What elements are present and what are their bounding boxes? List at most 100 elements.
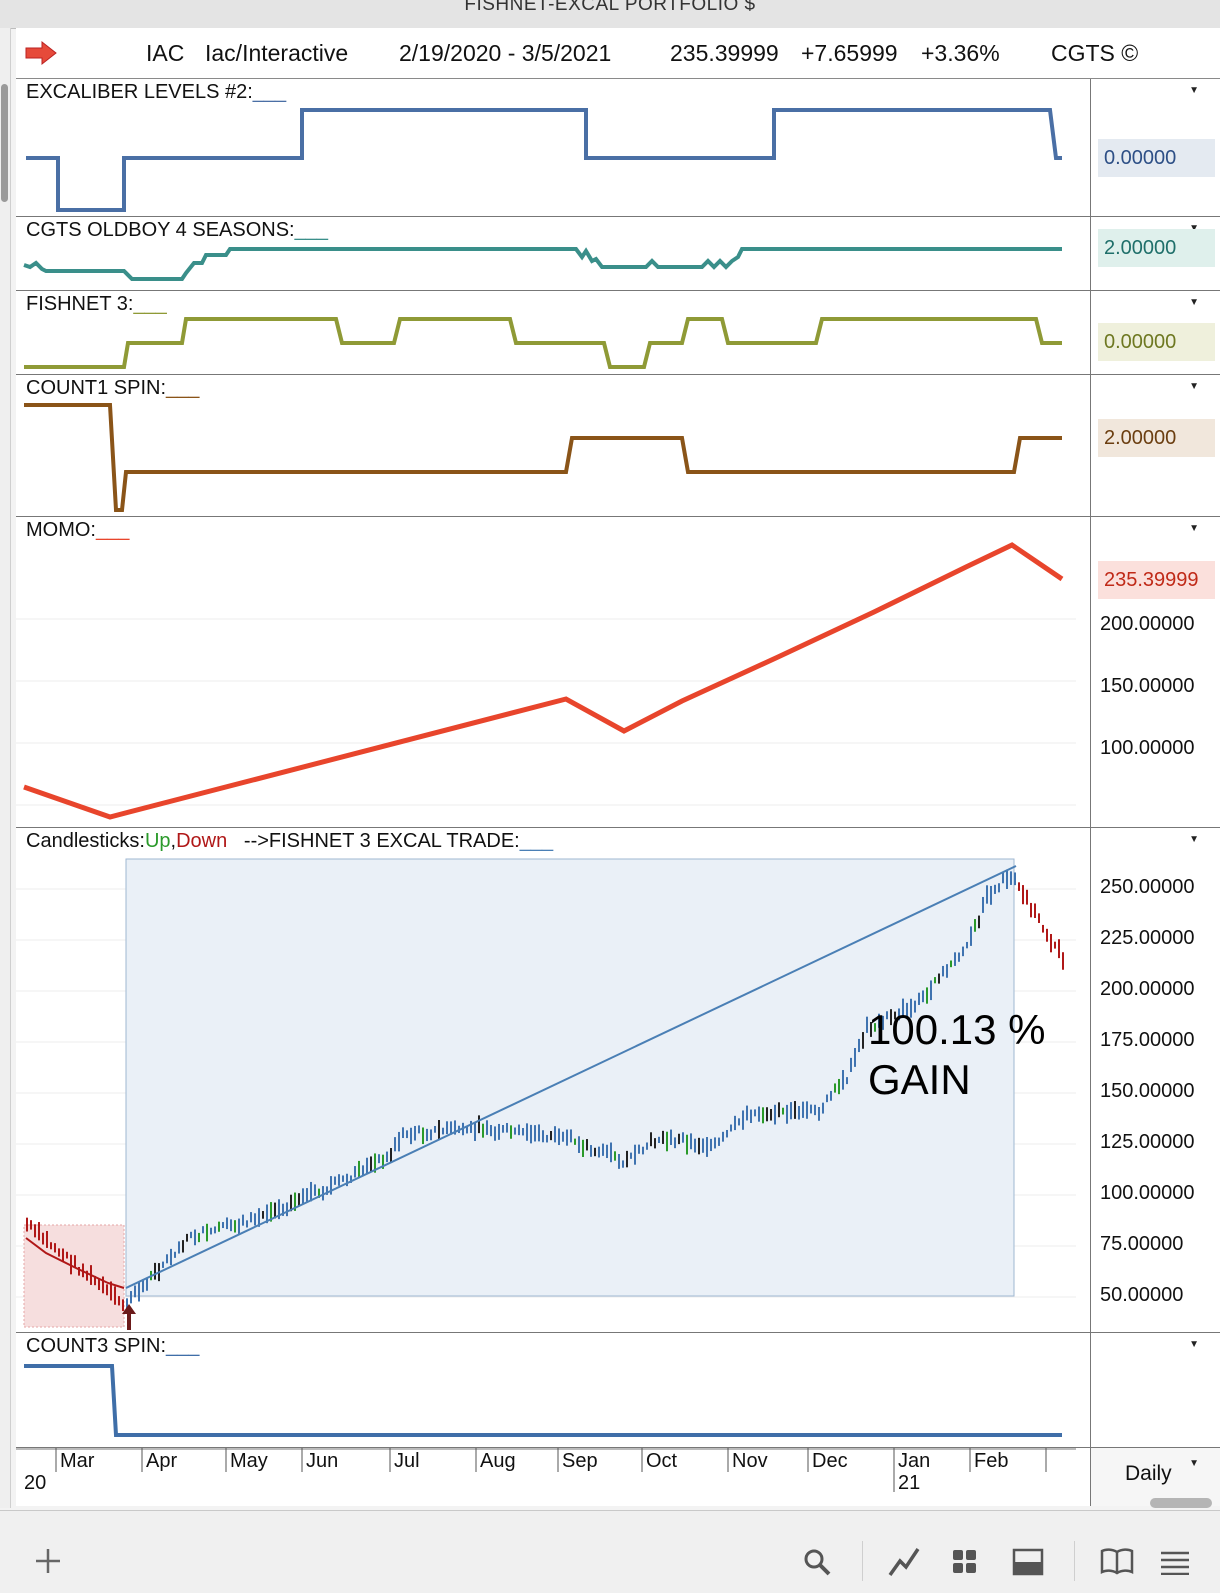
- candle: [1034, 903, 1036, 918]
- candle: [286, 1202, 288, 1217]
- search-icon[interactable]: [802, 1547, 832, 1577]
- candle: [542, 1130, 544, 1143]
- chevron-down-icon[interactable]: ▼: [1189, 381, 1199, 392]
- candle: [526, 1123, 528, 1141]
- candle: [318, 1188, 320, 1198]
- candle: [898, 1008, 900, 1021]
- candle: [314, 1184, 316, 1196]
- left-scrollbar-thumb[interactable]: [1, 84, 8, 202]
- grid-icon[interactable]: [952, 1549, 978, 1575]
- add-icon[interactable]: [34, 1547, 62, 1575]
- candle: [638, 1144, 640, 1154]
- month-label: Aug: [480, 1450, 516, 1472]
- month-label: Dec: [812, 1450, 848, 1472]
- candle: [378, 1154, 380, 1164]
- candle: [870, 1021, 872, 1037]
- candle: [918, 992, 920, 1005]
- candle: [610, 1142, 612, 1163]
- candle: [298, 1193, 300, 1206]
- menu-icon[interactable]: [1160, 1549, 1190, 1575]
- chevron-down-icon[interactable]: ▼: [1189, 297, 1199, 308]
- month-label: Oct: [646, 1450, 678, 1472]
- chevron-down-icon[interactable]: ▼: [1189, 1458, 1199, 1469]
- quote-header: IAC Iac/Interactive 2/19/2020 - 3/5/2021…: [16, 28, 1220, 79]
- candle: [410, 1127, 412, 1145]
- candle: [938, 973, 940, 984]
- fishnet-value: 0.00000: [1098, 323, 1215, 361]
- candle: [774, 1104, 776, 1125]
- candle: [250, 1212, 252, 1223]
- candle: [178, 1241, 180, 1254]
- candle: [734, 1115, 736, 1131]
- excaliber-pane[interactable]: EXCALIBER LEVELS #2:___: [16, 79, 1090, 217]
- candle: [798, 1106, 800, 1120]
- candle: [162, 1261, 164, 1268]
- line-chart-icon[interactable]: [888, 1545, 922, 1579]
- candle: [582, 1139, 584, 1157]
- candle: [274, 1202, 276, 1219]
- panel-layout-icon[interactable]: [1012, 1548, 1044, 1576]
- chevron-down-icon[interactable]: ▼: [1189, 523, 1199, 534]
- momo-line: [16, 542, 1076, 820]
- momo-value: 235.39999: [1098, 561, 1215, 599]
- candle: [230, 1219, 232, 1232]
- count1-value: 2.00000: [1098, 419, 1215, 457]
- candle: [682, 1132, 684, 1143]
- candle: [166, 1254, 168, 1264]
- fishnet-label: FISHNET 3:___: [26, 293, 167, 315]
- candle: [402, 1127, 404, 1139]
- chevron-down-icon[interactable]: ▼: [1189, 834, 1199, 845]
- candle: [842, 1070, 844, 1090]
- candle: [794, 1101, 796, 1119]
- candlestick-pane[interactable]: 100.13 % GAIN Candlesticks:Up,Down -->FI…: [16, 828, 1090, 1333]
- candle: [206, 1223, 208, 1242]
- candle: [598, 1146, 600, 1158]
- candle: [94, 1275, 96, 1286]
- time-axis[interactable]: Mar Apr May Jun Jul Aug Sep Oct Nov Dec …: [16, 1448, 1090, 1506]
- candle: [934, 977, 936, 984]
- candle: [1054, 941, 1056, 949]
- candle: [58, 1248, 60, 1257]
- candle: [806, 1101, 808, 1119]
- candle: [506, 1122, 508, 1133]
- candle: [374, 1153, 376, 1173]
- red-arrow-icon[interactable]: [24, 40, 58, 66]
- candle: [654, 1138, 656, 1149]
- candle: [1006, 869, 1008, 889]
- month-label: Apr: [146, 1450, 178, 1472]
- candle: [858, 1038, 860, 1053]
- candle: [602, 1143, 604, 1156]
- candle: [138, 1282, 140, 1302]
- candle: [438, 1120, 440, 1140]
- count3-pane[interactable]: COUNT3 SPIN:___: [16, 1333, 1090, 1448]
- chevron-down-icon[interactable]: ▼: [1189, 1339, 1199, 1350]
- candle: [1026, 889, 1028, 905]
- candle: [578, 1136, 580, 1153]
- candle: [950, 960, 952, 968]
- chevron-down-icon[interactable]: ▼: [1189, 223, 1199, 234]
- oldboy-pane[interactable]: CGTS OLDBOY 4 SEASONS:___: [16, 217, 1090, 291]
- count1-pane[interactable]: COUNT1 SPIN:___: [16, 375, 1090, 517]
- candle: [1030, 902, 1032, 918]
- candle: [394, 1137, 396, 1152]
- candle: [142, 1279, 144, 1293]
- candle: [202, 1226, 204, 1234]
- horizontal-scroll-thumb[interactable]: [1150, 1498, 1212, 1508]
- candle: [494, 1126, 496, 1141]
- chevron-down-icon[interactable]: ▼: [1189, 85, 1199, 96]
- candle: [106, 1284, 108, 1296]
- candle: [514, 1127, 516, 1135]
- candle: [1010, 871, 1012, 885]
- candle: [738, 1118, 740, 1126]
- book-icon[interactable]: [1100, 1547, 1134, 1575]
- candle: [118, 1296, 120, 1306]
- candle: [218, 1221, 220, 1232]
- fishnet-pane[interactable]: FISHNET 3:___: [16, 291, 1090, 375]
- candle: [630, 1152, 632, 1159]
- momo-pane[interactable]: MOMO:___: [16, 517, 1090, 828]
- candle: [606, 1144, 608, 1159]
- candle: [406, 1130, 408, 1139]
- candle: [1062, 952, 1064, 970]
- interval-selector[interactable]: Daily ▼: [1090, 1448, 1220, 1506]
- left-scrollbar[interactable]: [0, 28, 11, 1508]
